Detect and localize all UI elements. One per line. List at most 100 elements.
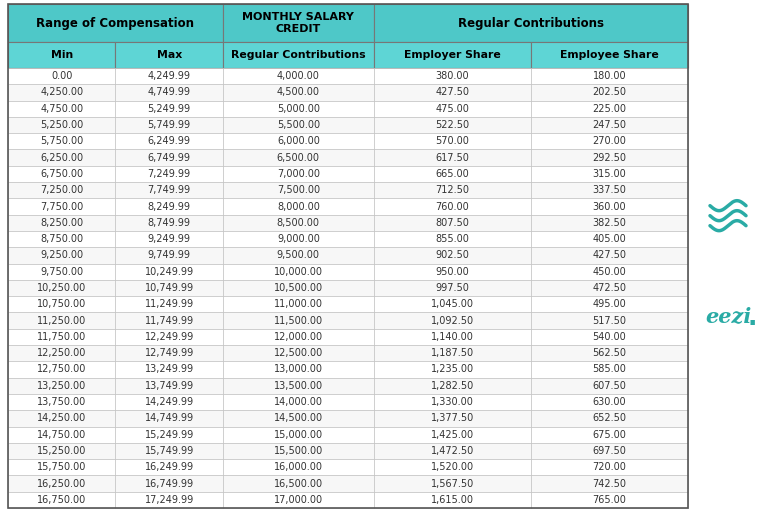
Bar — [223, 182, 374, 198]
Bar — [374, 100, 531, 117]
Text: 5,500.00: 5,500.00 — [276, 120, 320, 130]
Bar — [374, 492, 531, 508]
Bar — [223, 133, 374, 150]
Bar — [223, 84, 374, 100]
Bar — [531, 117, 688, 133]
Bar — [374, 231, 531, 247]
Bar — [223, 312, 374, 329]
Text: 8,249.99: 8,249.99 — [147, 202, 190, 211]
Text: 9,249.99: 9,249.99 — [147, 234, 190, 244]
Text: 562.50: 562.50 — [592, 348, 627, 358]
Bar — [374, 476, 531, 492]
Text: 522.50: 522.50 — [435, 120, 469, 130]
Text: 10,750.00: 10,750.00 — [37, 300, 86, 309]
Text: 1,377.50: 1,377.50 — [431, 413, 474, 423]
Bar — [223, 426, 374, 443]
Text: 15,749.99: 15,749.99 — [144, 446, 194, 456]
Text: MONTHLY SALARY
CREDIT: MONTHLY SALARY CREDIT — [243, 12, 354, 34]
Text: 9,750.00: 9,750.00 — [40, 267, 83, 276]
Bar — [115, 280, 223, 296]
Text: 6,000.00: 6,000.00 — [277, 136, 319, 146]
Text: 6,500.00: 6,500.00 — [276, 153, 319, 163]
Bar — [8, 68, 115, 84]
Text: Regular Contributions: Regular Contributions — [458, 16, 604, 30]
Bar — [223, 492, 374, 508]
Bar — [115, 492, 223, 508]
Bar — [531, 459, 688, 476]
Bar — [8, 492, 115, 508]
Text: 6,750.00: 6,750.00 — [40, 169, 83, 179]
Bar — [8, 84, 115, 100]
Text: 8,750.00: 8,750.00 — [40, 234, 83, 244]
Text: 180.00: 180.00 — [593, 71, 626, 81]
Bar — [374, 166, 531, 182]
Bar — [8, 410, 115, 426]
Bar — [8, 345, 115, 361]
Bar — [8, 247, 115, 264]
Text: 11,500.00: 11,500.00 — [274, 315, 323, 326]
Text: 4,750.00: 4,750.00 — [40, 104, 83, 114]
Text: 585.00: 585.00 — [593, 365, 627, 374]
Bar — [115, 410, 223, 426]
Text: 495.00: 495.00 — [593, 300, 627, 309]
Bar — [531, 84, 688, 100]
Bar — [531, 296, 688, 312]
Text: 382.50: 382.50 — [593, 218, 627, 228]
Bar — [374, 42, 531, 68]
Text: 427.50: 427.50 — [435, 88, 469, 97]
Bar — [531, 264, 688, 280]
Bar — [115, 247, 223, 264]
Text: 4,249.99: 4,249.99 — [147, 71, 190, 81]
Bar — [223, 329, 374, 345]
Text: 1,045.00: 1,045.00 — [431, 300, 474, 309]
Bar — [374, 247, 531, 264]
Bar — [115, 84, 223, 100]
Bar — [8, 133, 115, 150]
Bar — [115, 345, 223, 361]
Text: 1,140.00: 1,140.00 — [431, 332, 474, 342]
Bar — [223, 443, 374, 459]
Bar — [374, 361, 531, 378]
Text: 4,000.00: 4,000.00 — [277, 71, 319, 81]
Bar — [8, 459, 115, 476]
Text: 15,250.00: 15,250.00 — [37, 446, 87, 456]
Text: 7,749.99: 7,749.99 — [147, 185, 190, 195]
Text: 380.00: 380.00 — [435, 71, 469, 81]
Bar — [374, 329, 531, 345]
Bar — [115, 166, 223, 182]
Text: 7,750.00: 7,750.00 — [40, 202, 84, 211]
Text: 16,750.00: 16,750.00 — [37, 495, 86, 505]
Text: 16,749.99: 16,749.99 — [144, 479, 194, 488]
Text: 517.50: 517.50 — [592, 315, 627, 326]
Text: 4,500.00: 4,500.00 — [276, 88, 319, 97]
Bar — [115, 68, 223, 84]
Bar — [374, 68, 531, 84]
Text: 720.00: 720.00 — [593, 462, 627, 472]
Text: 5,249.99: 5,249.99 — [147, 104, 190, 114]
Text: 697.50: 697.50 — [593, 446, 627, 456]
Bar — [115, 100, 223, 117]
Text: 14,500.00: 14,500.00 — [274, 413, 323, 423]
Bar — [223, 166, 374, 182]
Text: 1,282.50: 1,282.50 — [431, 381, 474, 391]
Bar — [531, 100, 688, 117]
Text: 270.00: 270.00 — [593, 136, 627, 146]
Text: 8,500.00: 8,500.00 — [276, 218, 319, 228]
Bar — [374, 84, 531, 100]
Bar — [531, 150, 688, 166]
Text: 14,750.00: 14,750.00 — [37, 430, 86, 440]
Text: 14,250.00: 14,250.00 — [37, 413, 86, 423]
Text: 9,749.99: 9,749.99 — [147, 250, 190, 261]
Bar — [374, 117, 531, 133]
Bar — [8, 361, 115, 378]
Text: 607.50: 607.50 — [593, 381, 627, 391]
Bar — [115, 459, 223, 476]
Bar — [8, 280, 115, 296]
Text: 1,235.00: 1,235.00 — [431, 365, 474, 374]
Bar — [8, 4, 688, 508]
Bar — [223, 215, 374, 231]
Text: 997.50: 997.50 — [435, 283, 469, 293]
Text: 337.50: 337.50 — [593, 185, 627, 195]
Text: Employee Share: Employee Share — [560, 50, 659, 60]
Text: 11,250.00: 11,250.00 — [37, 315, 86, 326]
